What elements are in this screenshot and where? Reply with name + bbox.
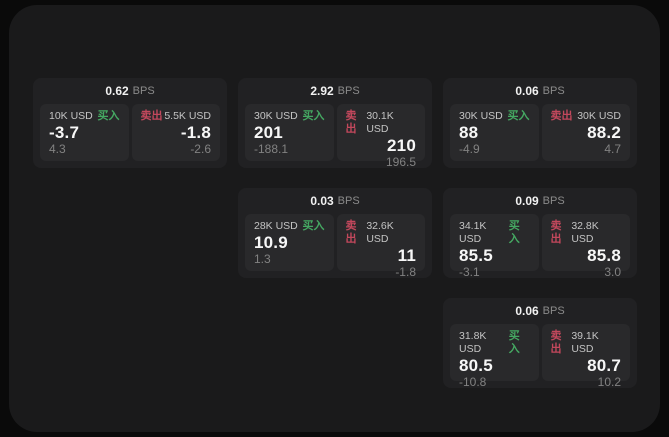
- sell-side-label: 卖出: [345, 110, 357, 135]
- buy-pane[interactable]: 31.8K USD 买入 80.5 -10.8: [450, 324, 539, 389]
- price-panes: 31.8K USD 买入 80.5 -10.8 卖出 39.1K USD 80.…: [450, 324, 630, 389]
- buy-pane[interactable]: 30K USD 买入 201 -188.1: [245, 104, 334, 161]
- sell-price: 85.8: [587, 246, 621, 265]
- sell-price: 210: [387, 136, 416, 155]
- sell-amount: 39.1K USD: [571, 330, 599, 355]
- buy-secondary-value: -10.8: [459, 375, 487, 389]
- quote-card: 0.03 BPS 28K USD 买入 10.9 1.3 卖出 32.6K US…: [238, 188, 432, 279]
- buy-secondary-value: -4.9: [459, 142, 480, 156]
- buy-price: 80.5: [459, 356, 493, 375]
- sell-amount: 32.8K USD: [571, 220, 599, 245]
- sell-secondary-value: 196.5: [385, 155, 416, 169]
- spread-value: 0.62: [105, 84, 129, 98]
- sell-secondary-value: 4.7: [604, 142, 621, 156]
- buy-secondary-value: -3.1: [459, 265, 480, 279]
- buy-side-label: 买入: [507, 110, 530, 122]
- sell-secondary-value: 10.2: [597, 375, 621, 389]
- spread-unit: BPS: [542, 85, 565, 97]
- sell-side-label: 卖出: [550, 220, 562, 245]
- buy-side-label: 买入: [302, 220, 325, 232]
- sell-side-label: 卖出: [550, 110, 573, 122]
- sell-price: 11: [397, 246, 416, 265]
- sell-pane[interactable]: 卖出 30K USD 88.2 4.7: [541, 104, 630, 161]
- sell-secondary-value: 3.0: [604, 265, 621, 279]
- spread-unit: BPS: [132, 85, 155, 97]
- spread-unit: BPS: [337, 195, 360, 207]
- sell-side-label: 卖出: [550, 330, 562, 355]
- buy-amount: 10K USD: [49, 110, 93, 122]
- buy-price: 201: [254, 123, 283, 142]
- card-header: 0.03 BPS: [245, 188, 425, 214]
- price-panes: 30K USD 买入 88 -4.9 卖出 30K USD 88.2 4.7: [450, 104, 630, 161]
- quote-card: 0.62 BPS 10K USD 买入 -3.7 4.3 卖出 5.5K USD…: [33, 78, 227, 168]
- spread-value: 0.09: [515, 194, 539, 208]
- spread-value: 0.03: [310, 194, 334, 208]
- sell-amount: 32.6K USD: [366, 220, 394, 245]
- spread-value: 0.06: [515, 84, 539, 98]
- buy-side-label: 买入: [508, 220, 520, 245]
- buy-side-label: 买入: [97, 110, 120, 122]
- buy-side-label: 买入: [302, 110, 325, 122]
- buy-side-label: 买入: [508, 330, 520, 355]
- buy-price: 85.5: [459, 246, 493, 265]
- buy-secondary-value: 1.3: [254, 252, 271, 266]
- sell-side-label: 卖出: [140, 110, 163, 122]
- quote-card: 0.06 BPS 30K USD 买入 88 -4.9 卖出 30K USD 8…: [443, 78, 637, 168]
- buy-price: 10.9: [254, 233, 288, 252]
- spread-value: 0.06: [515, 304, 539, 318]
- price-panes: 34.1K USD 买入 85.5 -3.1 卖出 32.8K USD 85.8…: [450, 214, 630, 279]
- price-panes: 10K USD 买入 -3.7 4.3 卖出 5.5K USD -1.8 -2.…: [40, 104, 220, 161]
- buy-price: -3.7: [49, 123, 80, 142]
- buy-amount: 28K USD: [254, 220, 298, 232]
- sell-price: -1.8: [180, 123, 211, 142]
- sell-secondary-value: -2.6: [190, 142, 211, 156]
- buy-pane[interactable]: 34.1K USD 买入 85.5 -3.1: [450, 214, 539, 279]
- sell-amount: 5.5K USD: [164, 110, 211, 122]
- sell-side-label: 卖出: [345, 220, 357, 245]
- sell-pane[interactable]: 卖出 32.6K USD 11 -1.8: [336, 214, 425, 279]
- sell-pane[interactable]: 卖出 5.5K USD -1.8 -2.6: [131, 104, 220, 161]
- buy-pane[interactable]: 28K USD 买入 10.9 1.3: [245, 214, 334, 271]
- quote-card-grid: 0.62 BPS 10K USD 买入 -3.7 4.3 卖出 5.5K USD…: [33, 78, 637, 389]
- buy-secondary-value: -188.1: [254, 142, 289, 156]
- buy-secondary-value: 4.3: [49, 142, 66, 156]
- sell-pane[interactable]: 卖出 39.1K USD 80.7 10.2: [541, 324, 630, 389]
- sell-pane[interactable]: 卖出 30.1K USD 210 196.5: [336, 104, 425, 169]
- spread-unit: BPS: [542, 305, 565, 317]
- sell-amount: 30.1K USD: [366, 110, 394, 135]
- sell-price: 80.7: [587, 356, 621, 375]
- price-panes: 28K USD 买入 10.9 1.3 卖出 32.6K USD 11 -1.8: [245, 214, 425, 279]
- buy-pane[interactable]: 30K USD 买入 88 -4.9: [450, 104, 539, 161]
- sell-secondary-value: -1.8: [395, 265, 416, 279]
- buy-amount: 30K USD: [459, 110, 503, 122]
- card-header: 0.06 BPS: [450, 78, 630, 104]
- buy-amount: 31.8K USD: [459, 330, 487, 355]
- sell-pane[interactable]: 卖出 32.8K USD 85.8 3.0: [541, 214, 630, 279]
- buy-price: 88: [459, 123, 479, 142]
- buy-amount: 30K USD: [254, 110, 298, 122]
- sell-amount: 30K USD: [577, 110, 621, 122]
- quote-card: 0.06 BPS 31.8K USD 买入 80.5 -10.8 卖出 39.1…: [443, 298, 637, 389]
- card-header: 2.92 BPS: [245, 78, 425, 104]
- card-header: 0.09 BPS: [450, 188, 630, 214]
- spread-value: 2.92: [310, 84, 334, 98]
- spread-unit: BPS: [542, 195, 565, 207]
- buy-amount: 34.1K USD: [459, 220, 487, 245]
- price-panes: 30K USD 买入 201 -188.1 卖出 30.1K USD 210 1…: [245, 104, 425, 169]
- quote-card: 0.09 BPS 34.1K USD 买入 85.5 -3.1 卖出 32.8K…: [443, 188, 637, 279]
- spread-unit: BPS: [337, 85, 360, 97]
- buy-pane[interactable]: 10K USD 买入 -3.7 4.3: [40, 104, 129, 161]
- card-header: 0.62 BPS: [40, 78, 220, 104]
- card-header: 0.06 BPS: [450, 298, 630, 324]
- sell-price: 88.2: [587, 123, 621, 142]
- quote-card: 2.92 BPS 30K USD 买入 201 -188.1 卖出 30.1K …: [238, 78, 432, 169]
